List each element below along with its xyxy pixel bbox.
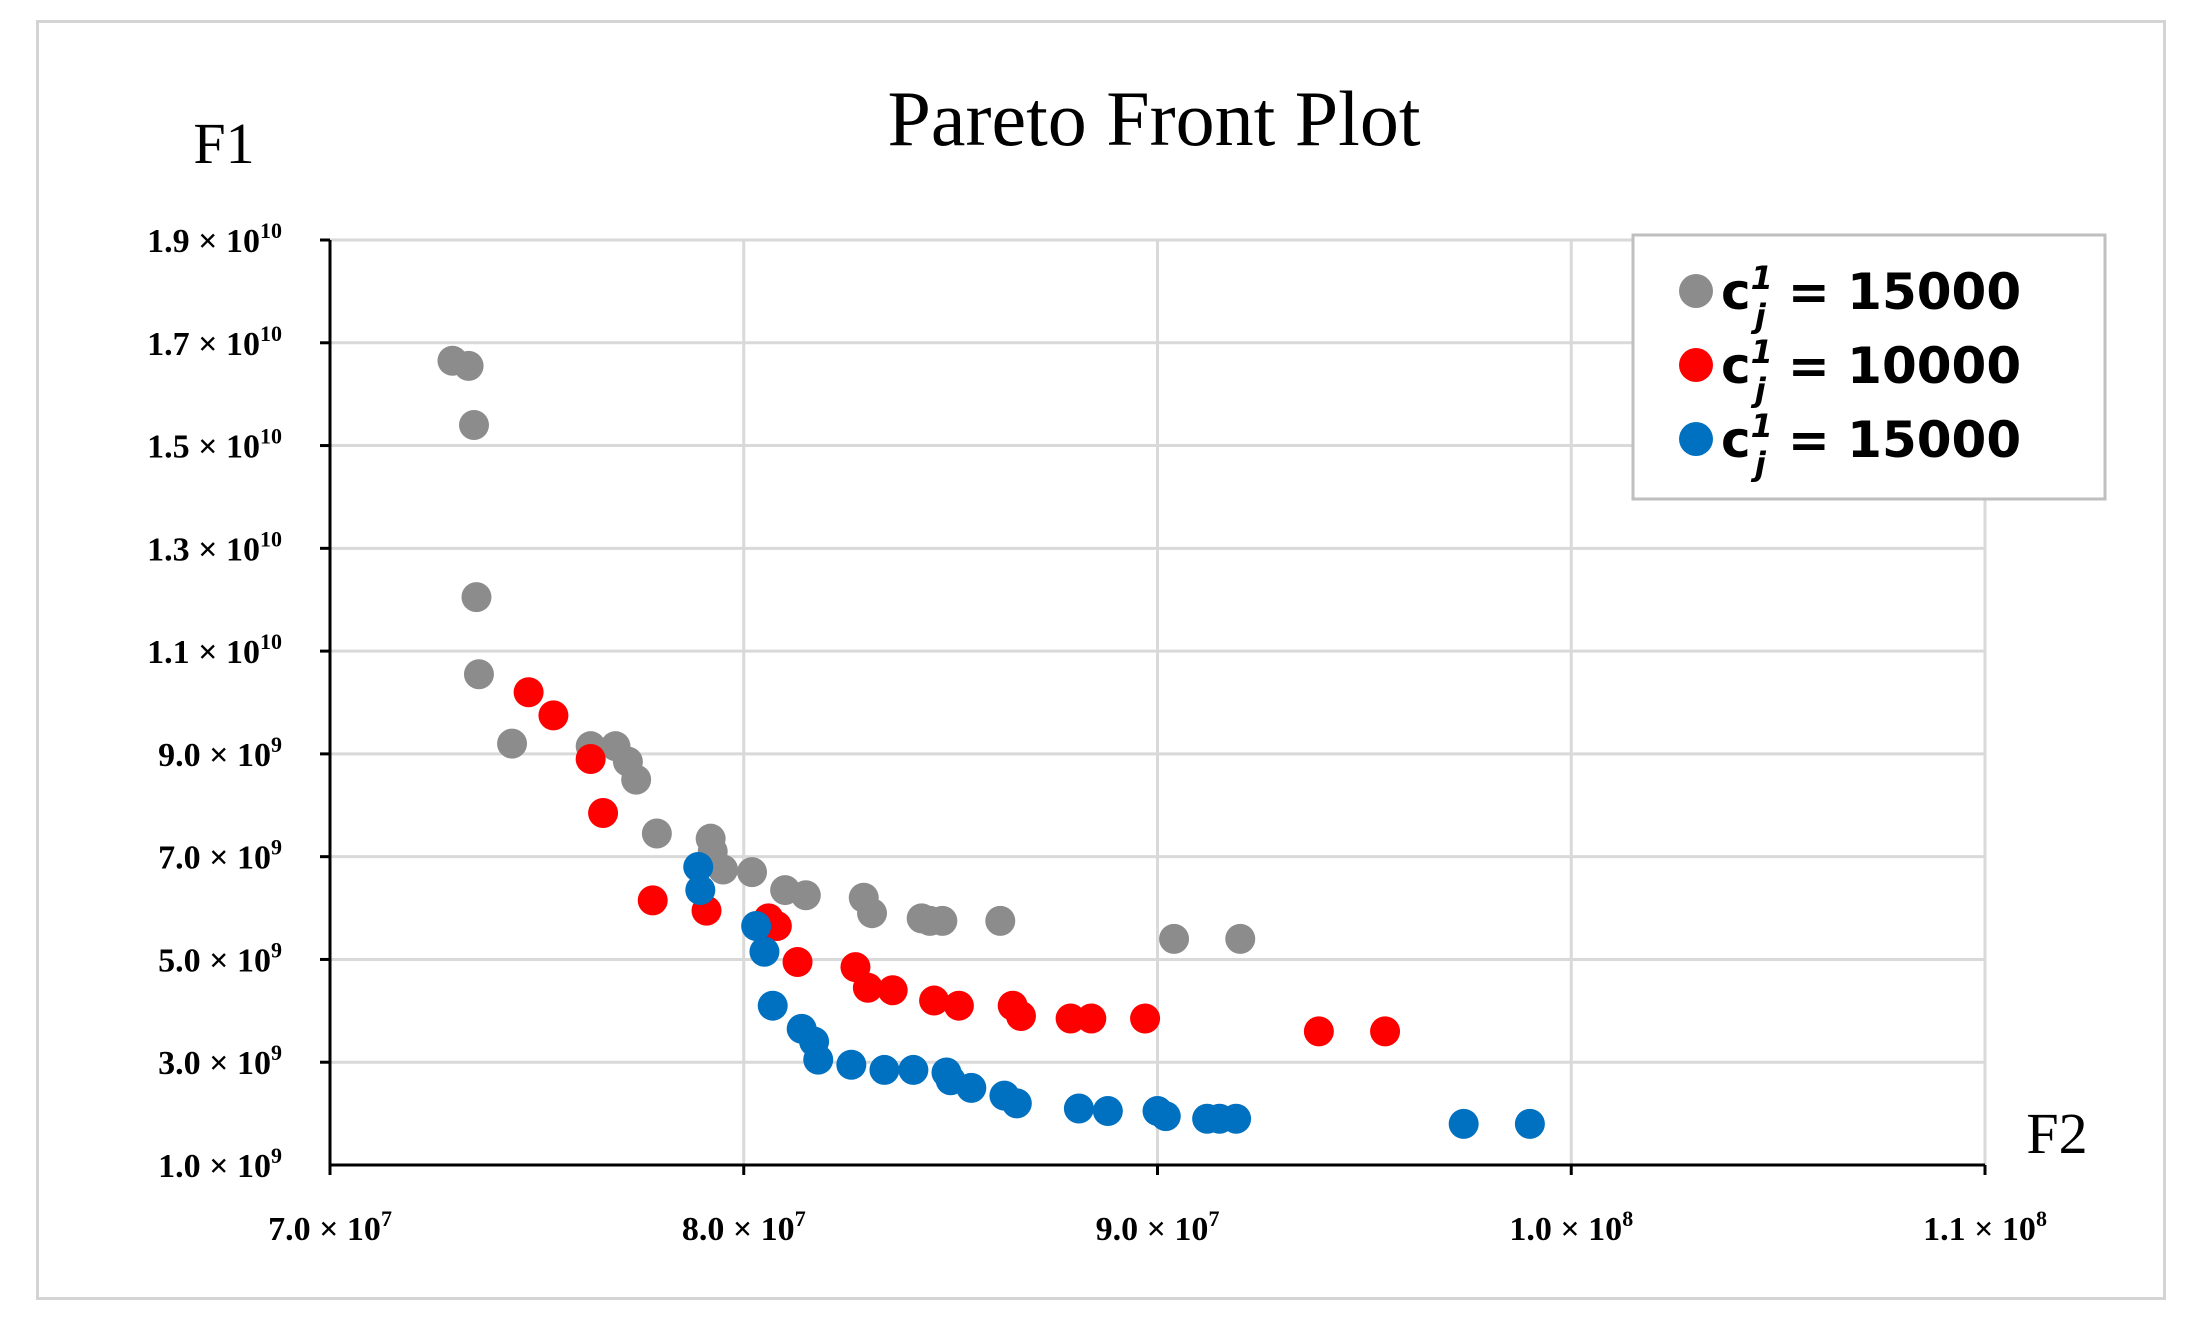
x-tick-label: 7.0 × 107 <box>268 1206 392 1248</box>
data-point <box>1055 1003 1086 1034</box>
data-point <box>1221 1103 1252 1134</box>
data-point <box>919 985 950 1016</box>
data-point <box>877 975 908 1006</box>
x-tick-label: 1.1 × 108 <box>1923 1206 2047 1248</box>
data-point <box>836 1049 867 1080</box>
data-point <box>641 818 672 849</box>
y-tick-label: 1.3 × 1010 <box>147 526 282 568</box>
data-point <box>621 764 652 795</box>
x-tick-labels: 7.0 × 107 8.0 × 107 9.0 × 107 1.0 × 108 1.1 … <box>268 1206 2047 1248</box>
data-point <box>985 905 1016 936</box>
y-tick-labels: 1.0 × 109 3.0 × 109 5.0 × 109 7.0 × 109 9.0 … <box>147 218 282 1185</box>
legend-marker <box>1679 274 1713 308</box>
data-point <box>1063 1093 1094 1124</box>
data-point <box>956 1072 987 1103</box>
data-point <box>741 911 772 942</box>
data-point <box>497 728 528 759</box>
data-point <box>1370 1016 1401 1047</box>
data-point <box>898 1054 929 1085</box>
axes-layer <box>328 240 1985 1167</box>
data-point <box>857 898 888 929</box>
data-point <box>575 744 606 775</box>
data-point <box>1225 923 1256 954</box>
y-tick-label: 1.1 × 1010 <box>147 629 282 671</box>
series-3 <box>683 851 1545 1139</box>
data-point <box>685 875 716 906</box>
legend-marker <box>1679 348 1713 382</box>
legend-label: c1 j = 10000 <box>1721 333 2021 409</box>
y-tick-label: 1.9 × 1010 <box>147 218 282 260</box>
data-point <box>463 659 494 690</box>
data-points <box>437 345 1545 1139</box>
data-point <box>1448 1108 1479 1139</box>
data-point <box>790 880 821 911</box>
data-point <box>943 990 974 1021</box>
y-tick-label: 1.7 × 1010 <box>147 321 282 363</box>
y-tick-label: 7.0 × 109 <box>158 835 282 877</box>
y-tick-label: 1.5 × 1010 <box>147 424 282 466</box>
y-tick-label: 5.0 × 109 <box>158 937 282 979</box>
data-point <box>761 911 792 942</box>
legend-label: c1 j = 15000 <box>1721 407 2021 483</box>
data-point <box>869 1054 900 1085</box>
data-point <box>757 990 788 1021</box>
data-point <box>453 350 484 381</box>
data-point <box>637 885 668 916</box>
data-point <box>1092 1096 1123 1127</box>
x-tick-label: 1.0 × 108 <box>1509 1206 1633 1248</box>
y-tick-label: 1.0 × 109 <box>158 1143 282 1185</box>
data-point <box>538 700 569 731</box>
data-point <box>737 857 768 888</box>
data-point <box>1514 1108 1545 1139</box>
pareto-chart: 7.0 × 107 8.0 × 107 9.0 × 107 1.0 × 108 1.1 … <box>147 75 2107 1248</box>
series-2 <box>513 677 1401 1047</box>
y-axis-label: F1 <box>193 111 254 176</box>
x-tick-label: 9.0 × 107 <box>1096 1206 1220 1248</box>
data-point <box>1159 923 1190 954</box>
data-point <box>803 1044 834 1075</box>
data-point <box>588 797 619 828</box>
y-tick-label: 9.0 × 109 <box>158 732 282 774</box>
data-point <box>749 936 780 967</box>
data-point <box>513 677 544 708</box>
legend-label: c1 j = 15000 <box>1721 259 2021 335</box>
data-point <box>927 905 958 936</box>
y-tick-label: 3.0 × 109 <box>158 1040 282 1082</box>
data-point <box>852 972 883 1003</box>
x-axis-label: F2 <box>2026 1101 2087 1166</box>
data-point <box>1150 1101 1181 1132</box>
legend-marker <box>1679 422 1713 456</box>
data-point <box>1303 1016 1334 1047</box>
data-point <box>1130 1003 1161 1034</box>
data-point <box>461 582 492 613</box>
chart-frame: 7.0 × 107 8.0 × 107 9.0 × 107 1.0 × 108 1.1 … <box>36 20 2166 1300</box>
data-point <box>683 851 714 882</box>
data-point <box>458 410 489 440</box>
data-point <box>1005 1000 1036 1031</box>
data-point <box>708 854 739 885</box>
series-1 <box>437 345 1256 954</box>
data-point <box>1001 1088 1032 1119</box>
x-tick-label: 8.0 × 107 <box>682 1206 806 1248</box>
data-point <box>1076 1003 1107 1034</box>
chart-title: Pareto Front Plot <box>887 75 1420 162</box>
data-point <box>782 947 813 978</box>
